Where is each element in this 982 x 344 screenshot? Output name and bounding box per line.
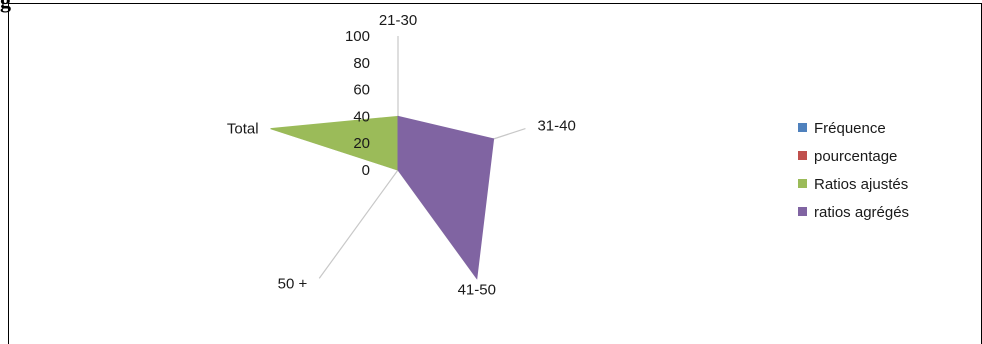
radial-tick-label: 60: [353, 82, 370, 99]
radial-tick-label: 0: [362, 162, 370, 179]
radial-tick-label: 80: [353, 55, 370, 72]
category-label: 41-50: [458, 281, 496, 298]
chart-legend: Fréquence pourcentage Ratios ajustés ratios…: [798, 120, 909, 221]
series-area-3: [397, 115, 495, 280]
legend-swatch: [798, 179, 807, 188]
legend-swatch: [798, 151, 807, 160]
legend-label: ratios agrégés: [814, 204, 909, 221]
radar-chart: 0 20 40 60 80 100 21-30 31-40 41-50 50 + Total Fr…: [227, 12, 909, 298]
category-label: 50 +: [278, 275, 308, 292]
legend-label: Ratios ajustés: [814, 176, 908, 193]
radial-tick-label: 40: [353, 108, 370, 125]
legend-label: pourcentage: [814, 148, 897, 165]
legend-label: Fréquence: [814, 120, 886, 137]
category-label: 31-40: [537, 118, 575, 135]
category-label: Total: [227, 121, 259, 138]
legend-swatch: [798, 123, 807, 132]
radar-series-areas: [270, 115, 495, 280]
radial-tick-label: 20: [353, 135, 370, 152]
radial-tick-label: 100: [345, 28, 370, 45]
category-label: 21-30: [379, 12, 417, 29]
axis-spoke-3: [318, 169, 399, 279]
radial-tick-labels: 0 20 40 60 80 100: [345, 28, 370, 179]
clipped-heading-glyph: g: [0, 0, 11, 13]
series-area-2: [270, 115, 399, 171]
category-labels: 21-30 31-40 41-50 50 + Total: [227, 12, 576, 298]
legend-swatch: [798, 207, 807, 216]
